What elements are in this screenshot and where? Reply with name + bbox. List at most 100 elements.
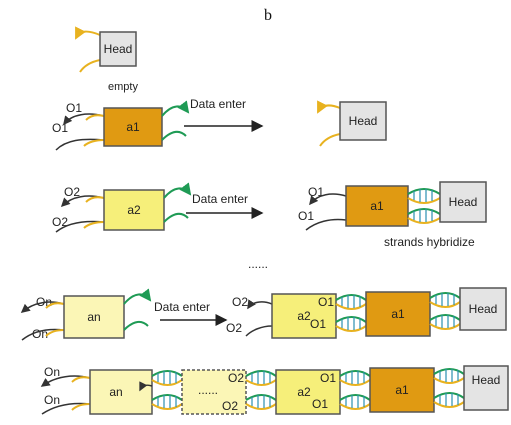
an-node-group: On On an Data enter	[22, 294, 226, 341]
panel-label: b	[264, 7, 272, 24]
chain3-hyb1-bottom-green	[336, 317, 366, 322]
chain3-hyb2-top-yellow	[430, 302, 460, 307]
chain4-head-label: Head	[472, 373, 501, 387]
chain4-on-label-bottom: On	[44, 393, 60, 407]
full-chain-group: On On an ...... O2 O2 a2 O1	[42, 365, 508, 414]
chain2-a1-label: a1	[370, 199, 384, 213]
chain2-head-label: Head	[449, 195, 478, 209]
an-label: an	[87, 310, 100, 324]
chain4-hyb3-top-yellow	[434, 378, 464, 383]
chain3-a2-label: a2	[297, 309, 311, 323]
chain4-ellipsis: ......	[198, 383, 218, 397]
chain4-on-label-top: On	[44, 365, 60, 379]
chain2-hyb-bottom-green	[408, 209, 440, 214]
chain4-a1-label: a1	[395, 383, 409, 397]
empty-label: empty	[108, 81, 138, 93]
chain4-o2-label-top: O2	[228, 371, 244, 385]
chain3-left-top	[248, 302, 272, 308]
empty-head-group: Head empty	[76, 32, 138, 93]
a2-green-bottom	[164, 214, 188, 222]
chain2-o1-label-top: O1	[308, 185, 324, 199]
a1-node-group: O1 O1 a1 Data enter	[52, 97, 262, 150]
o1-label-top: O1	[66, 101, 82, 115]
o1-label-bottom: O1	[52, 121, 68, 135]
chain3-hyb1-bottom-yellow	[336, 326, 366, 331]
data-enter-label-3: Data enter	[154, 300, 210, 314]
chain4-hyb0-top-yellow	[152, 380, 182, 385]
a1-head-chain-group: O1 O1 a1 Head strands hybridize	[298, 182, 486, 249]
chain3-rungs-2	[436, 293, 454, 328]
chain3-hyb1-top-green	[336, 295, 366, 300]
chain4-a2-label: a2	[297, 385, 311, 399]
chain4-hyb2-top-green	[340, 371, 370, 376]
chain4-hyb1-top-green	[246, 371, 276, 376]
chain3-head-label: Head	[469, 302, 498, 316]
a1-green-bottom	[162, 132, 186, 140]
head-strand-bottom	[80, 60, 100, 72]
chain3-o2-label-top: O2	[232, 295, 248, 309]
data-enter-label-1: Data enter	[190, 97, 246, 111]
a2-node-group: O2 O2 a2 Data enter	[52, 185, 262, 232]
chain2-hyb-top-yellow	[408, 198, 440, 203]
strands-hybridize-label: strands hybridize	[384, 235, 475, 249]
chain4-hyb3-top-green	[434, 369, 464, 374]
chain4-o1-label-top: O1	[320, 371, 336, 385]
a2-label: a2	[127, 203, 141, 217]
an-green-top	[124, 294, 150, 304]
chain4-yellow-bottom	[72, 404, 90, 410]
chain4-hyb1-bottom-yellow	[246, 404, 276, 409]
chain3-o1-label-bottom: O1	[310, 317, 326, 331]
chain3-rungs-1	[342, 295, 360, 330]
a2-a1-head-chain-group: O2 O2 a2 O1 O1 a1 Head	[226, 288, 506, 338]
an-green-bottom	[124, 322, 148, 330]
chain4-hyb0-bottom-yellow	[152, 404, 182, 409]
a1-yellow-top	[86, 115, 104, 120]
chain4-rungs-3	[440, 369, 458, 406]
chain3-a1-label: a1	[391, 307, 405, 321]
head-result-1-strand-top	[318, 105, 340, 112]
head-strand-top	[76, 32, 100, 38]
head-result-1-label: Head	[349, 114, 378, 128]
chain3-o2-label-bottom: O2	[226, 321, 242, 335]
chain3-hyb2-top-green	[430, 293, 460, 298]
chain4-o2-label-bottom: O2	[222, 399, 238, 413]
chain3-left-bottom	[246, 326, 272, 336]
a1-label: a1	[126, 120, 140, 134]
chain4-rungs-1	[252, 371, 270, 408]
chain4-hyb3-bottom-yellow	[434, 402, 464, 407]
head-result-1-strand-bottom	[320, 134, 340, 146]
chain4-rungs-2	[346, 371, 364, 408]
a2-yellow-bottom	[84, 222, 104, 228]
a1-yellow-bottom	[84, 140, 104, 146]
head-result-1-group: Head	[318, 102, 386, 146]
chain4-rungs-0	[158, 371, 176, 408]
a2-yellow-top	[86, 197, 104, 202]
chain4-hyb1-top-yellow	[246, 380, 276, 385]
chain4-hyb2-top-yellow	[340, 380, 370, 385]
data-enter-label-2: Data enter	[192, 192, 248, 206]
chain4-hyb2-bottom-green	[340, 395, 370, 400]
chain3-hyb1-top-yellow	[336, 304, 366, 309]
chain3-hyb2-bottom-yellow	[430, 324, 460, 329]
chain4-an-label: an	[109, 385, 122, 399]
a1-green-top	[162, 106, 188, 116]
chain4-o1-label-bottom: O1	[312, 397, 328, 411]
chain2-rungs	[414, 189, 432, 222]
chain4-hyb1-bottom-green	[246, 395, 276, 400]
on-label-bottom: On	[32, 327, 48, 341]
an-yellow-bottom	[46, 330, 64, 336]
chain4-yellow-top	[72, 377, 90, 382]
mid-ellipsis: ......	[248, 257, 268, 271]
a2-green-top	[164, 188, 190, 198]
chain2-o1-label-bottom: O1	[298, 209, 314, 223]
chain2-hyb-bottom-yellow	[408, 218, 440, 223]
chain2-hyb-top-green	[408, 189, 440, 194]
chain4-hyb3-bottom-green	[434, 393, 464, 398]
chain4-hyb2-bottom-yellow	[340, 404, 370, 409]
chain3-hyb2-bottom-green	[430, 315, 460, 320]
chain4-hyb0-bottom-green	[152, 395, 182, 400]
chain4-hyb0-top-green	[152, 371, 182, 376]
head-label: Head	[104, 42, 133, 56]
chain3-o1-label-top: O1	[318, 295, 334, 309]
